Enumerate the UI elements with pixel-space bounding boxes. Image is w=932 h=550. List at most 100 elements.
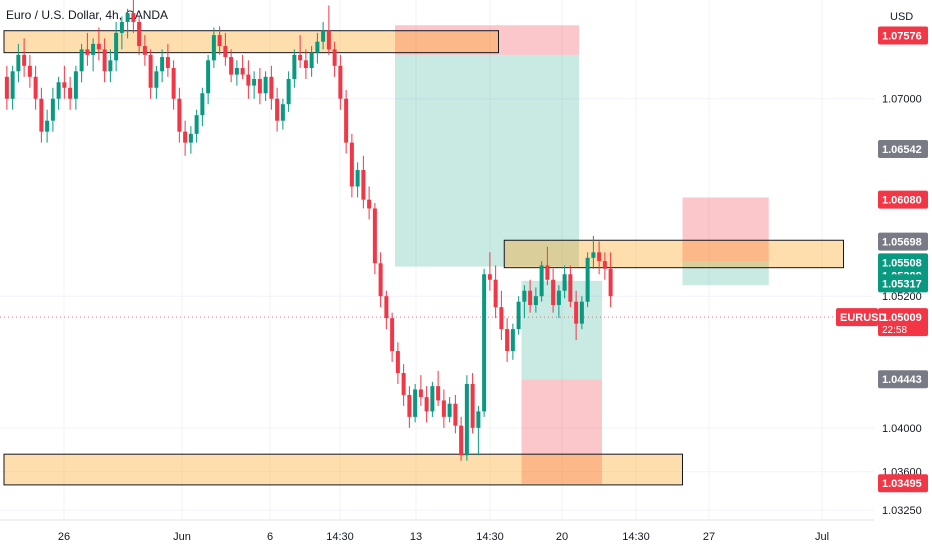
candle-body [16,54,21,72]
candle-body [390,318,395,352]
candle-body [229,57,234,75]
candle-body [269,76,274,99]
candle-body [493,279,498,308]
candle-body [510,329,515,352]
candle-body [188,133,193,143]
price-tag-label: 1.07576 [882,31,922,43]
price-tag [878,474,928,493]
candle-body [96,43,101,50]
candle-body [4,76,9,99]
candle-body [280,104,285,121]
candle-body [171,68,176,99]
candle-body [378,263,383,297]
candle-body [476,411,481,428]
candle-body [50,98,55,121]
candle-body [114,32,119,61]
candle-body [298,54,303,61]
candle-body [252,78,257,86]
candle-body [10,71,15,99]
x-tick-label: 26 [58,531,70,543]
candle-body [430,386,435,412]
candle-body [240,68,245,75]
candle-body [263,76,268,94]
candle-body [326,30,331,50]
price-tag [878,26,928,45]
candle-body [160,57,165,72]
supply-zone [503,239,844,269]
candle-body [79,49,84,72]
candle-body [528,290,533,305]
candle-body [349,142,354,187]
candles-layer [4,0,613,461]
candle-body [154,71,159,88]
x-tick-label: 14:30 [622,531,650,543]
x-tick-label: 27 [703,531,715,543]
position-risk-box [682,197,769,262]
candle-body [194,115,199,134]
candle-body [407,394,412,417]
candle-body [56,82,61,99]
supply-zone [3,30,499,54]
x-tick-label: 20 [556,531,568,543]
candle-body [539,265,544,297]
candle-body [453,403,458,426]
candle-body [137,21,142,47]
candle-body [556,290,561,305]
price-tag [878,139,928,158]
candle-body [292,54,297,79]
candle-body [309,52,314,69]
y-tick-label: 1.07000 [882,94,922,106]
position-risk-box [395,25,579,55]
candle-body [22,54,27,66]
candle-body [568,274,573,302]
candle-body [395,351,400,373]
price-tag-label: 1.06542 [882,144,922,156]
candle-body [597,252,602,262]
candle-body [384,296,389,319]
candle-body [608,268,613,297]
candle-body [217,35,222,47]
price-tag [878,274,928,293]
candle-body [165,57,170,69]
candle-body [361,170,366,200]
candle-body [585,257,590,302]
price-tag-label: 1.05317 [882,278,922,290]
candle-body [436,386,441,401]
candle-body [246,74,251,86]
candle-body [344,98,349,143]
candle-body [482,274,487,412]
price-tags: 1.07576 1.06542 1.06080 1.05698 1.05508 1.053… [836,26,928,493]
price-tag-label: 1.03495 [882,478,922,490]
x-tick-label: 14:30 [326,531,354,543]
candle-body [579,301,584,324]
candle-body [131,13,136,22]
candle-body [275,98,280,121]
y-tick-label: 1.05200 [882,291,922,303]
candle-body [401,372,406,395]
candle-body [602,261,607,269]
price-tag-label: 1.06080 [882,195,922,207]
price-tag [878,190,928,209]
candle-body [505,329,510,352]
x-tick-label: Jun [173,531,191,543]
candle-body [45,120,50,132]
symbol-tag [836,308,878,327]
candle-body [142,46,147,55]
candle-body [148,54,153,88]
candle-body [177,98,182,132]
candle-body [108,60,113,72]
candle-body [303,60,308,69]
candle-body [200,93,205,116]
price-tag-label: 1.05508 [882,257,922,269]
candle-body [257,78,262,94]
candle-body [338,65,343,99]
price-tag-label: 1.04443 [882,374,922,386]
candle-body [516,301,521,330]
candle-body [551,279,556,305]
candle-body [183,131,188,143]
candle-body [234,68,239,75]
candle-body [33,76,38,99]
candle-body [459,425,464,456]
